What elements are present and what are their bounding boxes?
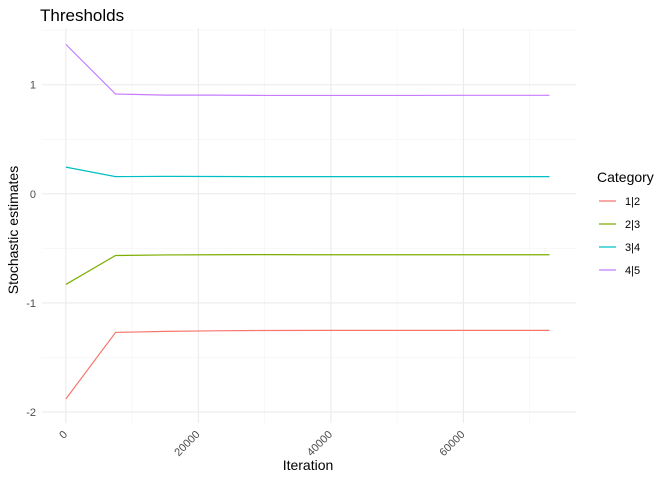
series-line-2 (65, 254, 550, 285)
legend-label-2: 2|3 (625, 219, 640, 231)
legend-label-1: 1|2 (625, 196, 640, 208)
legend-items: 1|2 2|3 3|4 4|5 (599, 196, 640, 277)
x-axis-title: Iteration (283, 457, 334, 473)
x-tick-label: 40000 (305, 429, 335, 459)
legend-label-4: 4|5 (625, 265, 640, 277)
gridlines (42, 28, 576, 423)
y-axis-title: Stochastic estimates (5, 166, 21, 294)
x-tick-label: 0 (57, 429, 70, 442)
chart-title: Thresholds (40, 6, 124, 25)
y-axis-ticks: -2 -1 0 1 (26, 80, 36, 419)
y-tick-label: -1 (26, 298, 36, 310)
series-line-4 (65, 43, 550, 97)
series-line-1 (65, 329, 550, 400)
series-line-3 (65, 166, 550, 178)
x-axis-ticks: 0 20000 40000 60000 (57, 429, 467, 459)
x-tick-label: 60000 (437, 429, 467, 459)
legend: Category 1|2 2|3 3|4 4|5 (597, 169, 654, 277)
series-lines (65, 43, 550, 400)
y-tick-label: 1 (30, 80, 36, 92)
x-tick-label: 20000 (172, 429, 202, 459)
legend-label-3: 3|4 (625, 242, 640, 254)
legend-title: Category (597, 169, 654, 185)
y-tick-label: -2 (26, 407, 36, 419)
y-tick-label: 0 (30, 189, 36, 201)
